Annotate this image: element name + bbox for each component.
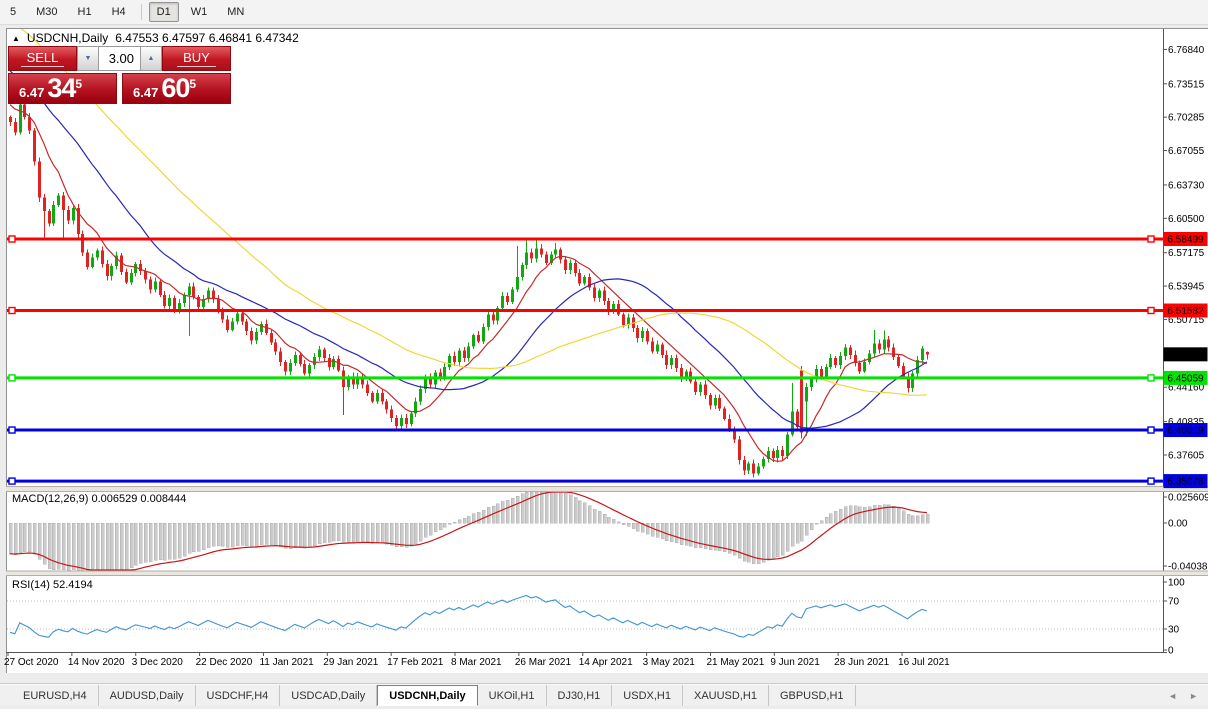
tab-usdx-h1[interactable]: USDX,H1 [612,685,683,706]
tab-xauusd-h1[interactable]: XAUUSD,H1 [683,685,769,706]
sell-button-label: SELL [20,50,65,67]
chevron-down-icon: ▼ [84,55,92,62]
buy-button-label: BUY [177,50,216,67]
buy-price-small: 6.47 [133,85,159,100]
macd-indicator-label: MACD(12,26,9) 0.006529 0.008444 [12,493,187,505]
tab-nav-left-icon[interactable]: ◄ [1168,690,1178,701]
volume-value: 3.00 [108,51,134,66]
timeframe-button-MN[interactable]: MN [227,6,245,18]
collapse-arrow-icon[interactable]: ▲ [12,33,20,43]
one-click-trade-panel: SELL ▼ 3.00 ▲ BUY 6.47 34 5 6.47 60 5 [8,46,231,104]
timeframe-button-M30[interactable]: M30 [36,6,58,18]
symbol-name: USDCNH,Daily [26,31,109,45]
volume-decrease-button[interactable]: ▼ [77,46,99,71]
sell-price-small: 6.47 [19,85,45,100]
buy-price-sup: 5 [189,77,197,91]
tab-gbpusd-h1[interactable]: GBPUSD,H1 [769,685,856,706]
sell-price-big: 34 [47,73,76,103]
timeframe-button-W1[interactable]: W1 [190,6,208,18]
sell-button[interactable]: SELL [8,46,77,71]
tab-navigation: ◄ ► [1168,685,1208,706]
tab-usdcad-daily[interactable]: USDCAD,Daily [280,685,378,706]
timeframe-toolbar: 5 M30 H1 H4 D1 W1 MN [0,0,1208,25]
tab-dj30-h1[interactable]: DJ30,H1 [547,685,613,706]
sell-price-tile[interactable]: 6.47 34 5 [8,73,117,104]
chevron-up-icon: ▲ [147,55,155,62]
tab-usdcnh-daily[interactable]: USDCNH,Daily [377,685,478,706]
buy-price-big: 60 [161,73,190,103]
timeframe-button-H4[interactable]: H4 [111,6,126,18]
timeframe-button-D1[interactable]: D1 [148,2,179,22]
chart-title: ▲ USDCNH,Daily 6.47553 6.47597 6.46841 6… [12,31,299,45]
ohlc-values: 6.47553 6.47597 6.46841 6.47342 [115,31,299,45]
tab-nav-right-icon[interactable]: ► [1189,690,1198,701]
rsi-indicator-label: RSI(14) 52.4194 [12,579,93,591]
volume-input[interactable]: 3.00 [99,46,140,71]
buy-button[interactable]: BUY [162,46,231,71]
tab-audusd-daily[interactable]: AUDUSD,Daily [99,685,196,706]
sell-price-sup: 5 [75,77,83,91]
timeframe-button-H1[interactable]: H1 [77,6,92,18]
toolbar-separator [140,4,142,20]
chart-tab-bar: EURUSD,H4 AUDUSD,Daily USDCHF,H4 USDCAD,Dai… [0,684,1208,706]
tab-eurusd-h4[interactable]: EURUSD,H4 [12,685,99,706]
tab-ukoil-h1[interactable]: UKOil,H1 [478,685,547,706]
buy-price-tile[interactable]: 6.47 60 5 [122,73,231,104]
chart-window [6,28,1208,673]
timeframe-button-5[interactable]: 5 [10,6,17,18]
volume-increase-button[interactable]: ▲ [140,46,162,71]
chart-tabs: EURUSD,H4 AUDUSD,Daily USDCHF,H4 USDCAD,Dai… [12,685,856,706]
tab-usdchf-h4[interactable]: USDCHF,H4 [196,685,281,706]
